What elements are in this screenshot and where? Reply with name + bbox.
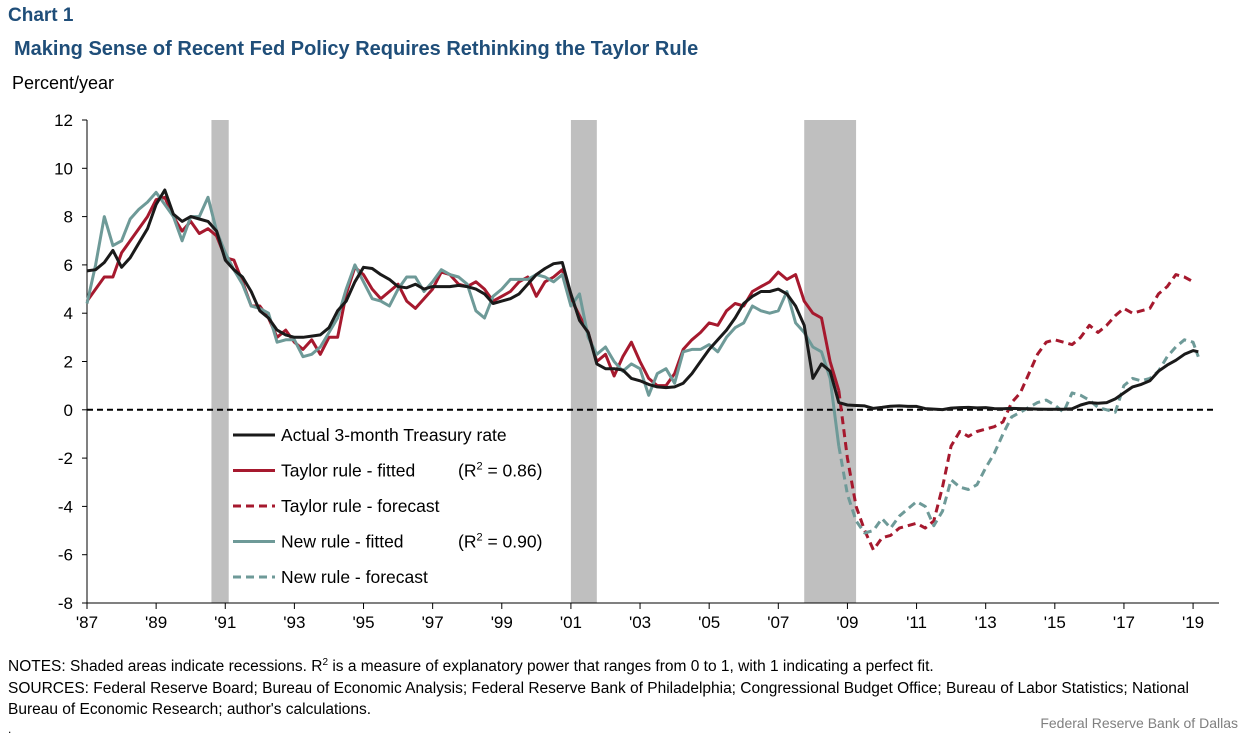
y-tick-label: 2 [64,353,73,372]
x-tick-label: '95 [352,613,374,632]
x-tick-label: '05 [698,613,720,632]
legend-label-4: New rule - forecast [281,567,428,587]
x-tick-label: '87 [76,613,98,632]
legend-label-1: Taylor rule - fitted [281,461,415,481]
y-tick-label: -4 [58,497,73,516]
x-tick-label: '11 [906,613,927,632]
x-tick-label: '03 [629,613,651,632]
y-tick-label: 12 [54,111,73,130]
x-tick-label: '17 [1113,613,1135,632]
legend: Actual 3-month Treasury rate Taylor rule … [233,425,542,587]
sources-line: SOURCES: Federal Reserve Board; Bureau o… [8,679,1189,719]
y-tick-label: -8 [58,594,73,613]
x-tick-label: '01 [560,613,582,632]
chart-title: Making Sense of Recent Fed Policy Requir… [14,38,699,60]
axes: 12 10 8 6 4 2 0 -2 -4 -6 -8'87 '89 '91 '93 '95 '97 '99 '0… [54,111,1219,632]
y-tick-label: -6 [58,546,73,565]
legend-label-3: New rule - fitted [281,532,404,552]
x-tick-label: '09 [836,613,858,632]
x-tick-label: '13 [975,613,997,632]
recession-band-0 [211,120,229,603]
x-tick-label: '19 [1182,613,1204,632]
legend-r2-1: (R2 = 0.86) [458,461,542,481]
x-tick-label: '07 [767,613,789,632]
trailing-mark: . [8,722,12,736]
y-axis-label: Percent/year [12,73,115,93]
x-tick-label: '15 [1044,613,1066,632]
credit: Federal Reserve Bank of Dallas [1040,715,1238,731]
series-line-newrule [85,190,841,447]
series-line-newrule-forecast [837,338,1200,535]
notes: NOTES: Shaded areas indicate recessions.… [8,652,1238,721]
x-tick-label: '97 [422,613,444,632]
series-line-actual [86,188,1199,412]
x-tick-label: '93 [283,613,305,632]
y-tick-label: 8 [64,208,73,227]
y-tick-label: 10 [54,159,73,178]
chart-number: Chart 1 [8,5,74,26]
series-line-taylor [85,195,841,391]
x-tick-label: '91 [214,613,236,632]
legend-label-2: Taylor rule - forecast [281,496,440,516]
legend-r2-3: (R2 = 0.90) [458,532,542,552]
x-tick-label: '89 [145,613,167,632]
series-line-taylor-forecast [837,273,1194,552]
y-tick-label: -2 [58,449,73,468]
y-tick-label: 0 [64,401,73,420]
y-tick-label: 4 [64,304,73,323]
notes-text-end: is a measure of explanatory power that r… [328,658,934,676]
legend-label-0: Actual 3-month Treasury rate [281,425,507,445]
notes-text: NOTES: Shaded areas indicate recessions.… [8,658,323,676]
series-lines [85,188,1200,552]
x-tick-label: '99 [491,613,513,632]
recession-band-1 [570,120,597,603]
notes-line: NOTES: Shaded areas indicate recessions.… [8,652,1238,678]
notes-superscript: 2 [322,657,329,668]
y-tick-label: 6 [64,256,73,275]
